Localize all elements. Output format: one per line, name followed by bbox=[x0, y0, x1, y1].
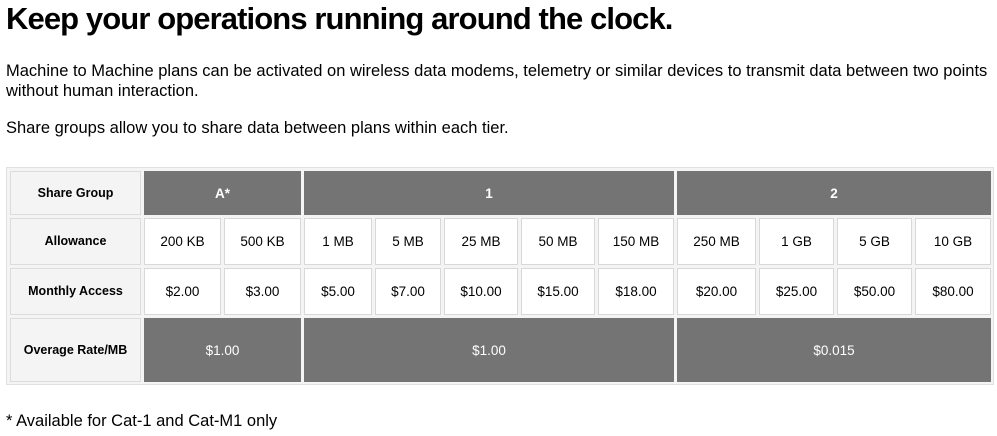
allowance-cell: 50 MB bbox=[521, 218, 596, 265]
allowance-cell: 150 MB bbox=[598, 218, 675, 265]
allowance-cell: 25 MB bbox=[444, 218, 519, 265]
price-cell: $7.00 bbox=[375, 268, 442, 315]
share-group-label: Share Group bbox=[10, 171, 141, 215]
monthly-access-row: Monthly Access $2.00 $3.00 $5.00 $7.00 $… bbox=[10, 268, 992, 315]
price-cell: $2.00 bbox=[144, 268, 221, 315]
price-cell: $5.00 bbox=[304, 268, 373, 315]
page-headline: Keep your operations running around the … bbox=[6, 1, 673, 36]
allowance-cell: 5 MB bbox=[375, 218, 442, 265]
share-group-1: 1 bbox=[304, 171, 675, 215]
share-group-a: A* bbox=[144, 171, 302, 215]
allowance-cell: 10 GB bbox=[915, 218, 992, 265]
monthly-access-label: Monthly Access bbox=[10, 268, 141, 315]
share-groups-note: Share groups allow you to share data bet… bbox=[6, 119, 509, 137]
allowance-cell: 500 KB bbox=[224, 218, 302, 265]
share-group-2: 2 bbox=[677, 171, 992, 215]
allowance-cell: 250 MB bbox=[677, 218, 757, 265]
share-group-row: Share Group A* 1 2 bbox=[10, 171, 992, 215]
allowance-label: Allowance bbox=[10, 218, 141, 265]
allowance-cell: 1 GB bbox=[759, 218, 835, 265]
plans-table: Share Group A* 1 2 Allowance 200 KB 500 … bbox=[7, 168, 994, 385]
price-cell: $20.00 bbox=[677, 268, 757, 315]
price-cell: $15.00 bbox=[521, 268, 596, 315]
plans-table-container: Share Group A* 1 2 Allowance 200 KB 500 … bbox=[6, 167, 994, 385]
footnote: * Available for Cat-1 and Cat-M1 only bbox=[6, 412, 278, 430]
price-cell: $18.00 bbox=[598, 268, 675, 315]
intro-paragraph: Machine to Machine plans can be activate… bbox=[6, 62, 988, 100]
price-cell: $3.00 bbox=[224, 268, 302, 315]
overage-label: Overage Rate/MB bbox=[10, 318, 141, 382]
overage-group-a: $1.00 bbox=[144, 318, 302, 382]
allowance-cell: 5 GB bbox=[837, 218, 913, 265]
allowance-cell: 1 MB bbox=[304, 218, 373, 265]
price-cell: $10.00 bbox=[444, 268, 519, 315]
price-cell: $80.00 bbox=[915, 268, 992, 315]
price-cell: $25.00 bbox=[759, 268, 835, 315]
overage-row: Overage Rate/MB $1.00 $1.00 $0.015 bbox=[10, 318, 992, 382]
overage-group-1: $1.00 bbox=[304, 318, 675, 382]
overage-group-2: $0.015 bbox=[677, 318, 992, 382]
price-cell: $50.00 bbox=[837, 268, 913, 315]
allowance-row: Allowance 200 KB 500 KB 1 MB 5 MB 25 MB … bbox=[10, 218, 992, 265]
allowance-cell: 200 KB bbox=[144, 218, 221, 265]
